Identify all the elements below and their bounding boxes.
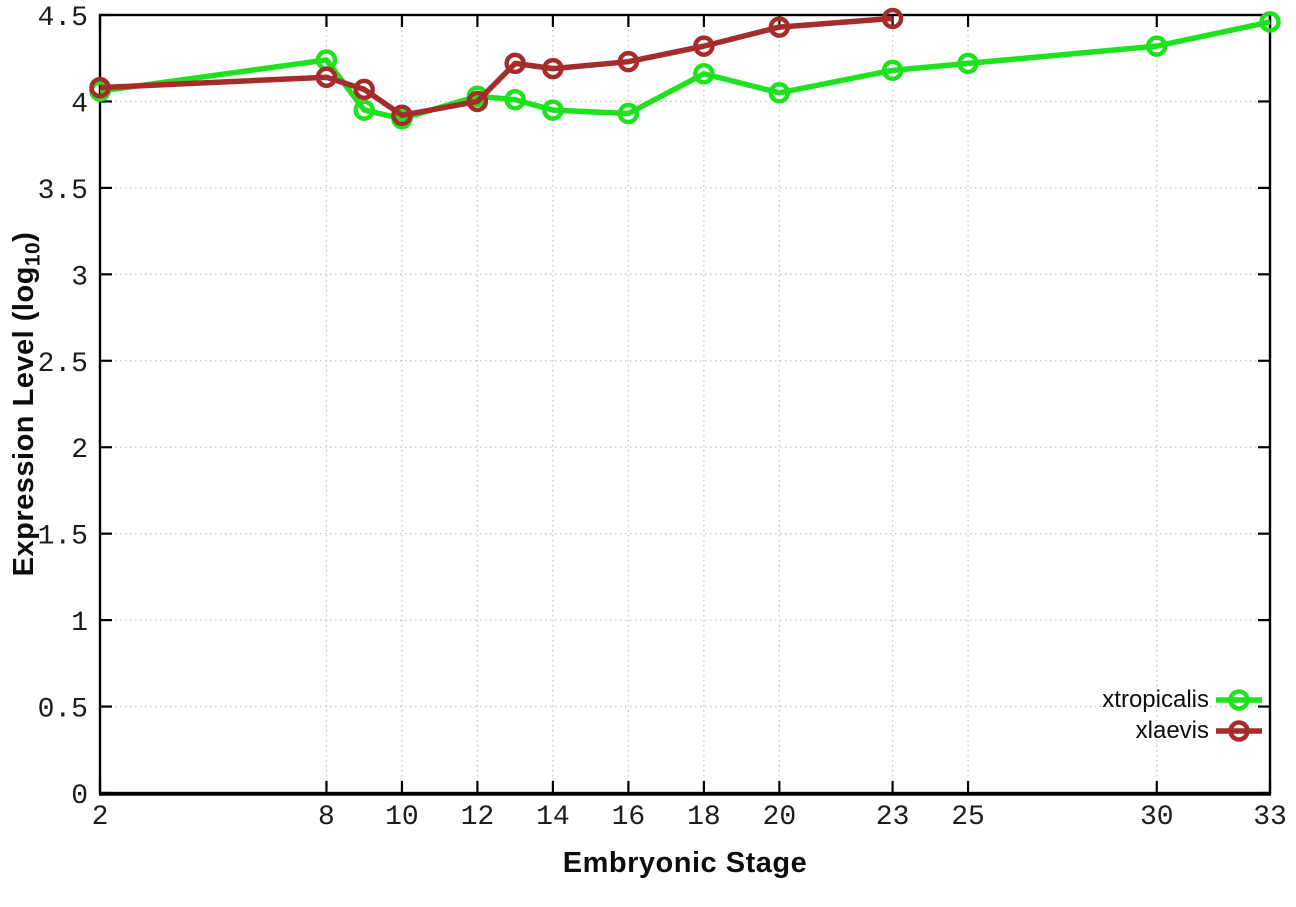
series-line-xtropicalis	[99, 19, 1271, 122]
x-tick-label: 2	[92, 802, 109, 833]
series-xtropicalis	[89, 11, 1281, 130]
y-tick-label: 1	[71, 608, 88, 639]
x-tick-label: 10	[385, 802, 419, 833]
series-xlaevis	[89, 7, 904, 127]
data-point-xtropicalis	[1259, 11, 1281, 33]
data-point-xlaevis	[617, 50, 640, 73]
x-tick-label: 20	[763, 802, 797, 833]
legend-sample-point	[1228, 719, 1250, 742]
gridlines	[100, 15, 1270, 793]
data-point-xtropicalis	[504, 88, 526, 111]
data-point-xlaevis	[315, 66, 338, 88]
data-point-xtropicalis	[768, 82, 791, 104]
data-point-xtropicalis	[542, 99, 564, 121]
series-line-xlaevis	[99, 15, 893, 119]
legend-item-xlaevis: xlaevis	[1102, 715, 1262, 746]
data-point-xlaevis	[542, 57, 564, 80]
x-tick-label: 30	[1140, 802, 1174, 833]
y-axis-label-text: Expression Level (log	[8, 266, 40, 577]
legend-sample-point	[1228, 688, 1250, 711]
y-tick-label: 2.5	[38, 349, 88, 380]
x-tick-label: 8	[318, 802, 335, 833]
data-point-xtropicalis	[693, 63, 715, 85]
data-point-xtropicalis	[617, 102, 640, 125]
y-tick-label: 2	[71, 435, 88, 466]
y-axis-label-subscript: 10	[21, 241, 45, 267]
data-point-xtropicalis	[957, 52, 979, 75]
plot-frame	[98, 13, 1272, 795]
legend: xtropicalis xlaevis	[1102, 684, 1262, 746]
x-axis-label: Embryonic Stage	[562, 847, 808, 879]
y-tick-label: 0	[71, 781, 88, 812]
data-point-xtropicalis	[353, 99, 375, 121]
data-point-xlaevis	[768, 16, 791, 38]
x-tick-label: 18	[687, 802, 721, 833]
x-tick-label: 25	[951, 802, 985, 833]
data-point-xlaevis	[504, 52, 526, 75]
x-tick-label: 33	[1253, 802, 1287, 833]
y-tick-label: 3	[71, 262, 88, 293]
y-tick-label: 4	[71, 89, 88, 120]
data-point-xlaevis	[391, 104, 413, 127]
y-axis-label-suffix: )	[8, 231, 40, 242]
data-point-xlaevis	[89, 76, 111, 99]
x-tick-label: 14	[536, 802, 570, 833]
legend-marker-xtropicalis	[1216, 688, 1262, 711]
data-point-xlaevis	[353, 78, 375, 101]
plot-border	[98, 13, 1272, 796]
y-tick-label: 4.5	[38, 3, 88, 34]
legend-item-xtropicalis: xtropicalis	[1102, 684, 1262, 715]
y-tick-label: 0.5	[38, 695, 88, 726]
tick-labels: 2 8 10 12 14 16 18 20 23 25 30 33 0 0.5 1 1.5 2 2.5 3 3.5 4 4…	[38, 3, 1287, 833]
data-point-xtropicalis	[1146, 35, 1168, 57]
legend-label-xlaevis: xlaevis	[1135, 716, 1209, 744]
x-tick-label: 12	[461, 802, 495, 833]
data-point-xlaevis	[881, 7, 904, 30]
x-tick-label: 23	[876, 802, 910, 833]
y-tick-label: 1.5	[38, 522, 88, 553]
legend-marker-xlaevis	[1216, 719, 1262, 742]
data-point-xlaevis	[466, 90, 489, 113]
tick-marks	[98, 13, 1272, 795]
data-point-xtropicalis	[881, 59, 904, 82]
y-tick-label: 3.5	[38, 176, 88, 207]
x-tick-label: 16	[612, 802, 646, 833]
data-point-xlaevis	[693, 35, 715, 57]
legend-label-xtropicalis: xtropicalis	[1102, 685, 1209, 713]
y-axis-label: Expression Level (log10)	[8, 232, 45, 577]
